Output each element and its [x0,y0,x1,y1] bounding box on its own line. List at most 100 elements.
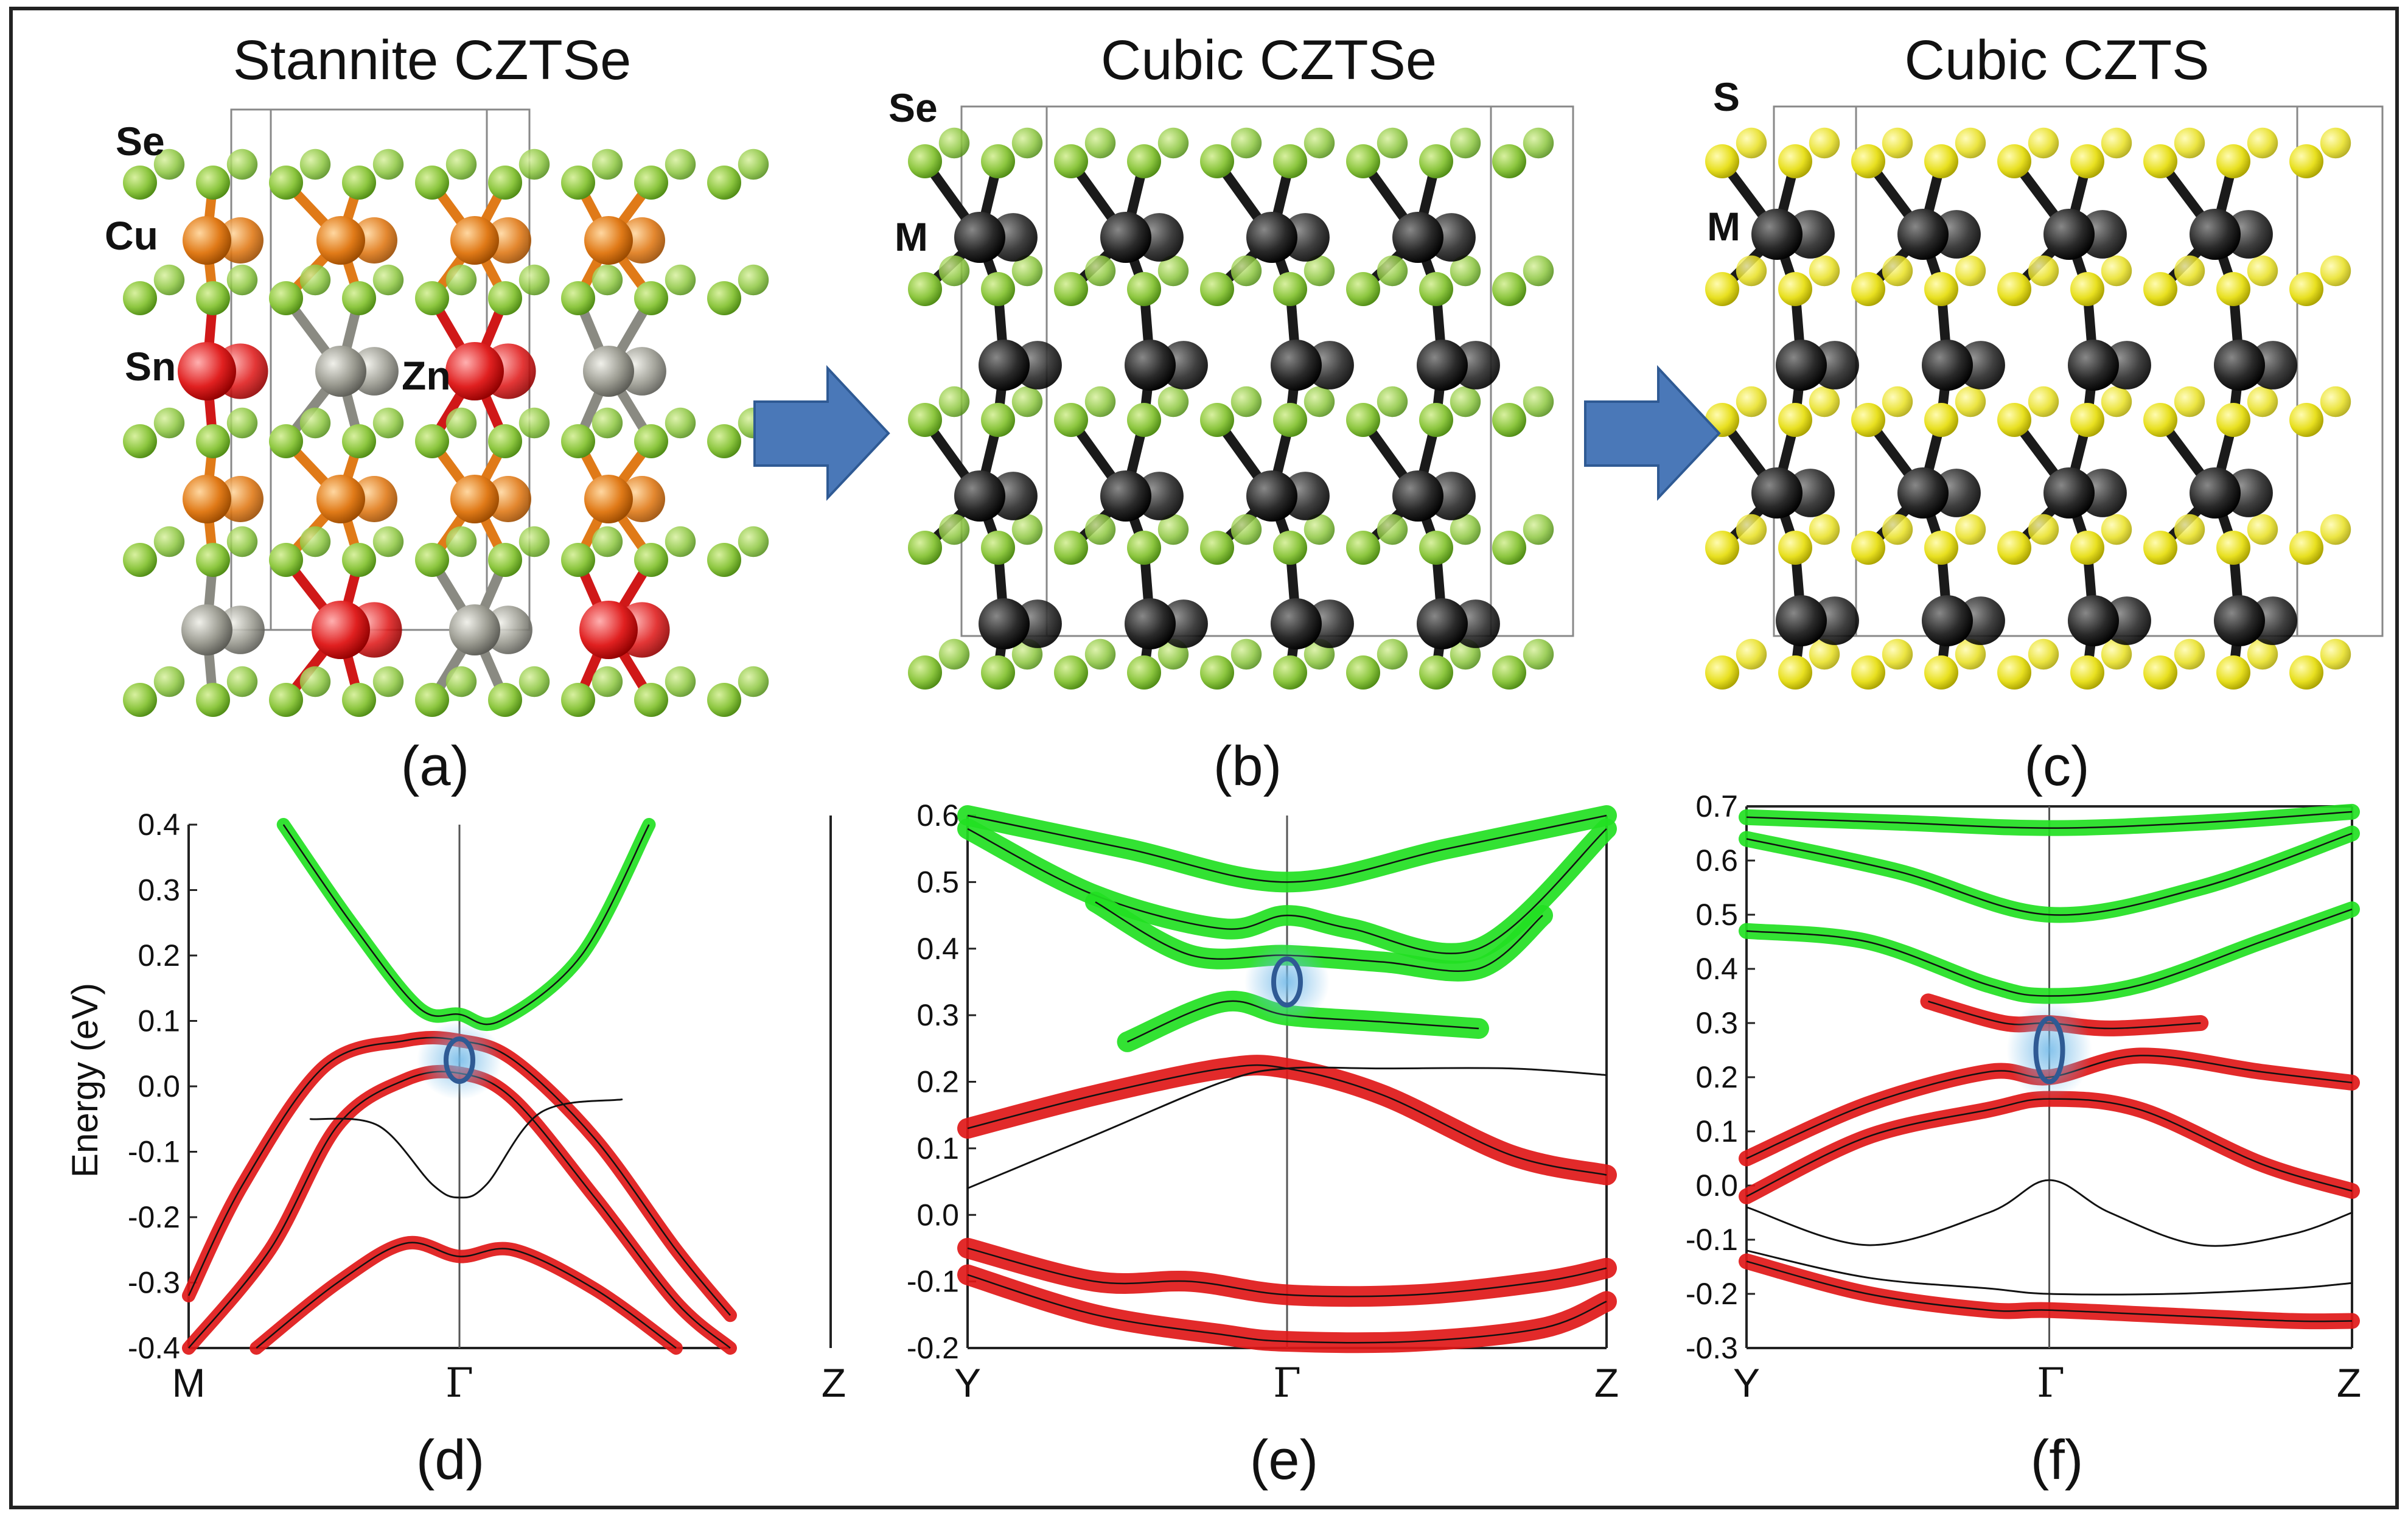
highlight-ellipse [444,1036,475,1084]
se-atom [488,683,522,717]
y-tick-label: -0.3 [128,1266,180,1300]
s-atom [2101,514,2132,545]
se-atom [1127,531,1161,565]
se-atom [1450,127,1481,159]
se-atom [342,543,376,577]
se-atom [1346,403,1380,437]
s-atom [2247,255,2278,287]
se-atom [196,683,230,717]
se-atom [123,424,157,458]
se-atom [196,166,230,200]
s-atom [2070,272,2104,306]
s-atom [1809,638,1840,670]
s-atom [1882,127,1913,159]
se-atom [1011,127,1043,159]
s-atom [1736,638,1767,670]
y-tick-label: 0.2 [138,938,180,973]
se-atom [226,526,258,557]
y-tick-label: 0.1 [1695,1114,1738,1148]
cu-atom [316,475,365,523]
s-atom [2101,386,2132,417]
se-atom [1084,386,1116,417]
se-atom [561,281,595,315]
s-atom [2247,386,2278,417]
s-atom [2101,127,2132,159]
y-tick-label: -0.1 [128,1135,180,1169]
caption-b: (b) [1213,735,1282,797]
label-a-sn: Sn [125,344,176,389]
se-atom [634,424,668,458]
kpoint-label: Y [1733,1360,1760,1405]
cu-atom [485,476,531,522]
se-atom [738,148,769,180]
m-atom [1417,340,1468,391]
s-atom [2320,386,2351,417]
se-atom [372,526,404,557]
m-atom [1100,470,1151,522]
se-atom [1450,255,1481,287]
y-tick-label: 0.4 [138,808,180,842]
y-tick-label: 0.4 [1695,952,1738,986]
se-atom [123,166,157,200]
se-atom [1419,531,1453,565]
s-atom [1778,403,1812,437]
s-atom [1997,403,2031,437]
structure-cubic-czts-e [908,105,1574,690]
s-atom [2143,144,2177,178]
se-atom [518,666,550,697]
se-atom [518,526,550,557]
se-atom [707,683,741,717]
s-atom [2320,514,2351,545]
s-atom [2143,272,2177,306]
se-atom [908,655,942,690]
band-line [1095,901,1543,973]
m-atom [1271,598,1322,649]
cu-atom [217,217,263,264]
caption-d: (d) [416,1429,484,1491]
se-atom [1273,531,1307,565]
s-atom [1809,514,1840,545]
zn-atom [181,604,232,655]
se-atom [1200,655,1234,690]
label-a-se: Se [116,119,165,164]
s-atom [1955,638,1986,670]
s-atom [2028,255,2059,287]
se-atom [1303,127,1335,159]
m-atom [1271,340,1322,391]
s-atom [2174,386,2205,417]
se-atom [1011,386,1043,417]
se-atom [299,407,331,439]
s-atom [2289,144,2323,178]
se-atom [1230,638,1262,670]
s-atom [2174,127,2205,159]
se-atom [518,407,550,439]
se-atom [1377,386,1408,417]
se-atom [1523,386,1554,417]
highlight-ellipse [1271,956,1303,1008]
highlight-glow [417,1021,502,1100]
y-tick-label: 0.1 [138,1004,180,1038]
se-atom [415,281,449,315]
m-atom [1392,470,1443,522]
ylabel-d: Energy (eV) [65,983,105,1178]
s-atom [1882,386,1913,417]
se-atom [1523,638,1554,670]
s-atom [1778,144,1812,178]
se-atom [372,148,404,180]
caption-c: (c) [2024,735,2089,797]
label-a-zn: Zn [402,353,451,398]
se-atom [1084,255,1116,287]
y-tick-label: -0.2 [1686,1277,1738,1311]
s-atom [2289,272,2323,306]
sn-atom [178,342,236,400]
kpoint-label: Γ [445,1360,473,1406]
se-atom [1084,514,1116,545]
s-atom [1705,272,1739,306]
y-tick-label: -0.2 [907,1331,959,1365]
cu-atom [584,475,633,523]
s-atom [2028,386,2059,417]
arrow-a-to-b [753,365,890,501]
sn-atom [445,342,504,400]
se-atom [445,666,477,697]
band-line [1746,1260,2353,1322]
